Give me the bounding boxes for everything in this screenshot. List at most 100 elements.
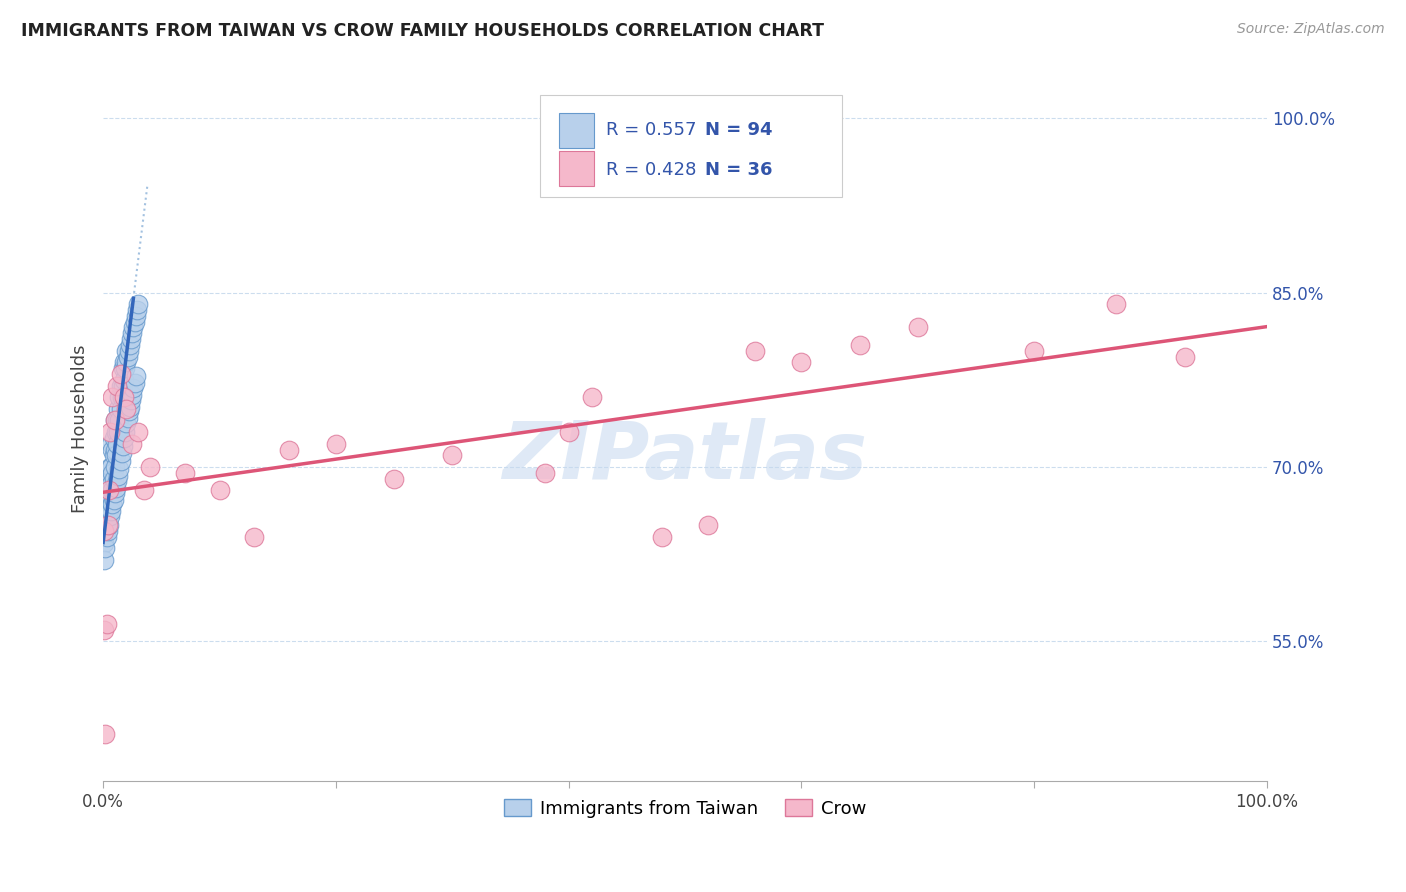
Point (108, 413, 131, 427)
Point (103, 492, 125, 507)
Point (97, 466, 120, 480)
Point (97, 507, 120, 521)
Point (114, 425, 136, 439)
Point (105, 413, 128, 427)
Point (96, 507, 118, 521)
Text: R = 0.428: R = 0.428 (606, 161, 696, 179)
Point (111, 439, 134, 453)
Point (97, 518, 120, 533)
Point (98, 460, 121, 475)
Point (104, 449, 127, 463)
FancyBboxPatch shape (540, 95, 842, 197)
Point (120, 392, 142, 407)
Point (103, 449, 125, 463)
Point (100, 489, 122, 503)
Point (94, 500, 117, 515)
Point (115, 401, 138, 416)
Point (441, 449, 464, 463)
Text: R = 0.557: R = 0.557 (606, 121, 696, 139)
Point (98, 483, 121, 498)
Point (104, 425, 127, 439)
Point (105, 436, 128, 450)
Point (93, 524, 115, 538)
Point (101, 466, 124, 480)
Point (1104, 297, 1126, 311)
Y-axis label: Family Households: Family Households (72, 345, 89, 514)
Point (110, 367, 132, 381)
Point (111, 361, 134, 376)
Point (94, 727, 117, 741)
Point (96, 617, 118, 632)
Text: Source: ZipAtlas.com: Source: ZipAtlas.com (1237, 22, 1385, 37)
Point (103, 472, 125, 486)
Point (97, 518, 120, 533)
Point (651, 530, 673, 544)
Point (100, 477, 122, 491)
Point (114, 361, 136, 376)
Point (118, 404, 141, 418)
Point (105, 378, 128, 392)
Point (127, 297, 149, 311)
Point (110, 378, 132, 392)
Point (101, 442, 124, 457)
Point (907, 320, 929, 334)
Point (112, 431, 135, 445)
Point (94, 512, 117, 526)
Point (125, 303, 148, 318)
Point (121, 436, 143, 450)
Point (96, 472, 118, 486)
Text: N = 36: N = 36 (704, 161, 772, 179)
Point (96, 530, 118, 544)
Point (117, 350, 139, 364)
Point (112, 355, 135, 369)
Point (382, 472, 405, 486)
Point (118, 400, 141, 414)
Point (104, 485, 127, 500)
Point (100, 436, 122, 450)
Point (93, 535, 115, 549)
Point (112, 390, 135, 404)
Point (97, 489, 120, 503)
Point (96, 495, 118, 509)
Point (98, 472, 121, 486)
Point (108, 462, 131, 476)
Point (94, 489, 117, 503)
Point (132, 483, 155, 498)
Text: IMMIGRANTS FROM TAIWAN VS CROW FAMILY HOUSEHOLDS CORRELATION CHART: IMMIGRANTS FROM TAIWAN VS CROW FAMILY HO… (21, 22, 824, 40)
Point (97, 477, 120, 491)
Point (98, 425, 121, 439)
Point (534, 466, 557, 480)
Point (124, 376, 146, 391)
Point (173, 466, 195, 480)
Point (115, 416, 138, 430)
Point (110, 454, 132, 468)
Point (117, 411, 139, 425)
Point (97, 500, 120, 515)
Point (325, 436, 347, 450)
Point (107, 401, 129, 416)
Point (98, 508, 121, 523)
Point (122, 381, 145, 395)
Point (112, 373, 135, 387)
Point (120, 332, 142, 346)
Point (697, 518, 720, 533)
Text: N = 94: N = 94 (704, 121, 772, 139)
Point (744, 343, 766, 358)
Point (93, 623, 115, 637)
Point (94, 477, 117, 491)
Point (97, 466, 120, 480)
Point (94, 524, 117, 538)
Point (101, 497, 124, 511)
Point (208, 483, 231, 498)
Point (138, 460, 160, 475)
Point (104, 460, 127, 475)
Point (278, 442, 301, 457)
Point (97, 483, 120, 498)
FancyBboxPatch shape (560, 112, 595, 148)
Point (98, 495, 121, 509)
Point (96, 483, 118, 498)
Point (93, 553, 115, 567)
Point (121, 326, 143, 341)
Point (104, 413, 127, 427)
Point (93, 518, 115, 533)
